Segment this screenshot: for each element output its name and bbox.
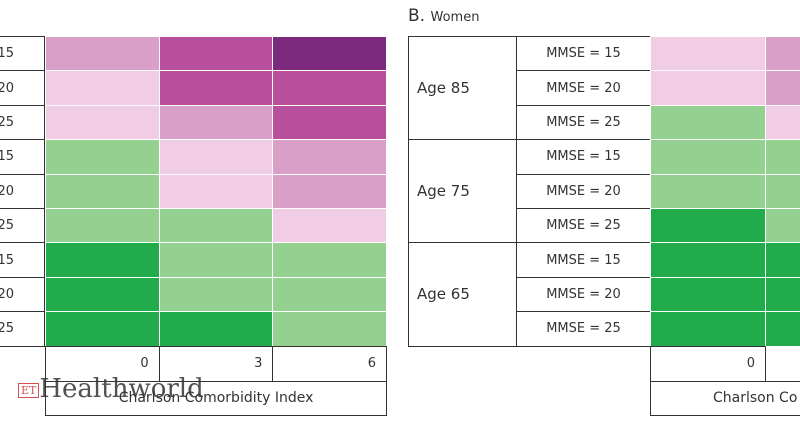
row-label: 25 xyxy=(0,104,45,141)
axis-title: Charlson Comorbidity Index xyxy=(45,380,388,416)
heat-cell xyxy=(765,208,800,244)
heat-cell xyxy=(158,36,274,72)
heat-cell xyxy=(272,276,388,313)
heat-cell xyxy=(158,104,274,141)
row-label: 15 xyxy=(0,139,45,175)
heat-cell xyxy=(272,173,388,209)
heat-cell xyxy=(650,242,766,278)
heat-cell xyxy=(650,104,766,141)
row-label: MMSE = 20 xyxy=(516,276,651,313)
heat-cell xyxy=(45,104,160,141)
row-label: MMSE = 20 xyxy=(516,70,651,106)
column-label: 0 xyxy=(45,345,160,382)
row-label: 20 xyxy=(0,173,45,209)
heat-cell xyxy=(272,311,388,347)
heat-cell xyxy=(650,139,766,175)
row-label: MMSE = 15 xyxy=(516,139,651,175)
column-label: 6 xyxy=(272,345,388,382)
row-label: MMSE = 15 xyxy=(516,242,651,278)
heat-cell xyxy=(272,36,388,72)
heat-cell xyxy=(272,242,388,278)
row-label: 20 xyxy=(0,276,45,313)
row-label: MMSE = 20 xyxy=(516,173,651,209)
row-label: 20 xyxy=(0,70,45,106)
heat-cell xyxy=(45,276,160,313)
heat-cell xyxy=(45,139,160,175)
heat-cell xyxy=(272,70,388,106)
heat-cell xyxy=(158,70,274,106)
row-label: 15 xyxy=(0,242,45,278)
panel-title: B. Women xyxy=(408,6,479,26)
heat-cell xyxy=(650,311,766,347)
heat-cell xyxy=(650,70,766,106)
heat-cell xyxy=(45,208,160,244)
row-label: 15 xyxy=(0,36,45,72)
group-label: Age 75 xyxy=(408,139,517,244)
heat-cell xyxy=(45,36,160,72)
heat-cell xyxy=(765,104,800,141)
heat-cell xyxy=(158,311,274,347)
heat-cell xyxy=(765,139,800,175)
heat-cell xyxy=(765,242,800,278)
heat-cell xyxy=(765,36,800,72)
row-label: 25 xyxy=(0,311,45,347)
panel-letter: B. xyxy=(408,6,426,26)
row-label: MMSE = 15 xyxy=(516,36,651,72)
group-label: Age 65 xyxy=(408,242,517,347)
heat-cell xyxy=(45,173,160,209)
heat-cell xyxy=(765,173,800,209)
heat-cell xyxy=(158,208,274,244)
column-label: 0 xyxy=(650,345,766,382)
row-label: MMSE = 25 xyxy=(516,311,651,347)
heat-cell xyxy=(650,276,766,313)
heat-cell xyxy=(765,276,800,313)
heat-cell xyxy=(45,242,160,278)
watermark-brand: ET xyxy=(18,382,40,398)
row-label: 25 xyxy=(0,208,45,244)
row-label: MMSE = 25 xyxy=(516,104,651,141)
heat-cell xyxy=(765,311,800,347)
heat-cell xyxy=(272,208,388,244)
heat-cell xyxy=(650,36,766,72)
axis-title: Charlson Co xyxy=(650,380,800,416)
heat-cell xyxy=(765,70,800,106)
heat-cell xyxy=(158,139,274,175)
heat-cell xyxy=(272,104,388,141)
heat-cell xyxy=(650,208,766,244)
heat-cell xyxy=(45,70,160,106)
heat-cell xyxy=(158,276,274,313)
row-label: MMSE = 25 xyxy=(516,208,651,244)
heat-cell xyxy=(45,311,160,347)
heat-cell xyxy=(272,139,388,175)
heat-cell xyxy=(158,173,274,209)
watermark-text: Healthworld xyxy=(39,374,204,404)
panel-subtitle: Women xyxy=(430,10,480,25)
heat-cell xyxy=(158,242,274,278)
group-label: Age 85 xyxy=(408,36,517,141)
watermark: ET Healthworld xyxy=(18,374,204,404)
heat-cell xyxy=(650,173,766,209)
